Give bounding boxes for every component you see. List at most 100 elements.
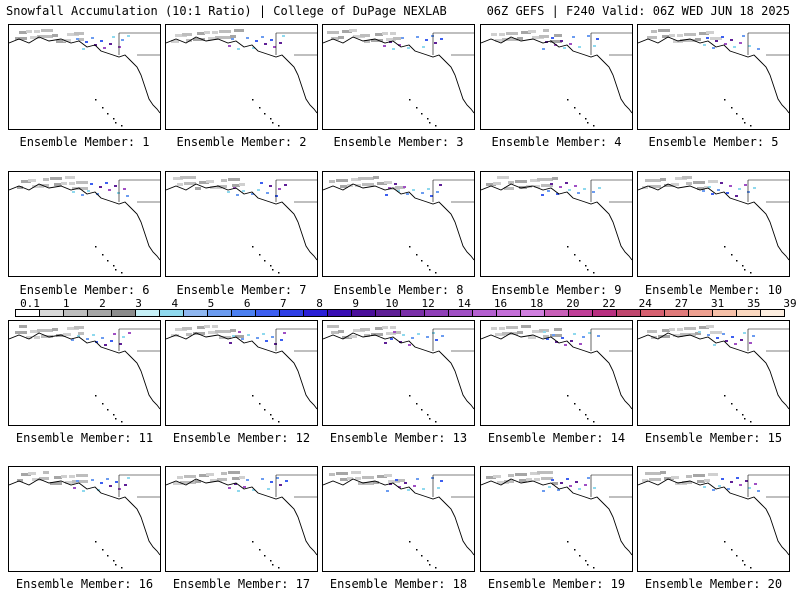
snowfall-map [323,471,474,569]
ensemble-member-map [165,24,318,130]
ensemble-member-map [480,466,633,572]
ensemble-member-caption: Ensemble Member: 8 [333,283,464,297]
snowfall-map [166,176,317,274]
colorbar-swatch [472,310,497,316]
colorbar-tick-label: 6 [243,297,251,310]
snowfall-map [9,471,160,569]
colorbar-swatch [760,310,784,316]
ensemble-member-map [322,171,475,277]
ensemble-member-map [8,320,161,426]
snowfall-map [638,325,789,423]
colorbar-swatch [112,310,137,316]
ensemble-member-caption: Ensemble Member: 9 [491,283,622,297]
colorbar-swatch [304,310,329,316]
colorbar-swatch [664,310,689,316]
ensemble-member-caption: Ensemble Member: 11 [15,431,154,445]
colorbar-swatch [160,310,185,316]
snowfall-map [166,471,317,569]
ensemble-member-map [480,24,633,130]
ensemble-member-caption: Ensemble Member: 20 [644,577,783,591]
colorbar-swatch [352,310,377,316]
colorbar-tick-label: 35 [747,297,761,310]
colorbar-tick-label: 39 [783,297,797,310]
ensemble-member-map [165,466,318,572]
snowfall-map [9,29,160,127]
ensemble-member-caption: Ensemble Member: 15 [644,431,783,445]
colorbar-tick-label: 4 [171,297,179,310]
colorbar-swatch [376,310,401,316]
colorbar-swatch [256,310,281,316]
colorbar-tick-label: 20 [566,297,580,310]
colorbar-tick-label: 3 [135,297,142,310]
colorbar-tick-label: 24 [638,297,652,310]
ensemble-member-map [8,466,161,572]
ensemble-member-caption: Ensemble Member: 7 [176,283,307,297]
snowfall-map [323,176,474,274]
colorbar-swatch [520,310,545,316]
ensemble-member-map [8,24,161,130]
colorbar-tick-label: 2 [99,297,106,310]
colorbar-tick-label: 1 [62,297,70,310]
colorbar-swatch [88,310,113,316]
ensemble-member-map [322,466,475,572]
colorbar-swatch [448,310,473,316]
colorbar-tick-label: 7 [280,297,287,310]
ensemble-member-map [322,320,475,426]
colorbar-tick-label: 22 [602,297,616,310]
colorbar-tick-label: 5 [207,297,215,310]
colorbar-swatch [400,310,425,316]
ensemble-member-caption: Ensemble Member: 3 [333,135,464,149]
colorbar-swatch [208,310,233,316]
colorbar-swatch [640,310,665,316]
ensemble-member-map [480,320,633,426]
colorbar-swatch [136,310,161,316]
snowfall-map [166,29,317,127]
ensemble-member-caption: Ensemble Member: 4 [491,135,622,149]
colorbar-tick-label: 18 [530,297,544,310]
ensemble-member-map [637,171,790,277]
colorbar-tick-label: 16 [493,297,508,310]
snowfall-map [481,29,632,127]
ensemble-member-caption: Ensemble Member: 16 [15,577,154,591]
snowfall-map [166,325,317,423]
ensemble-member-map [8,171,161,277]
snowfall-map [481,471,632,569]
colorbar-swatch [16,310,41,316]
snowfall-map [481,325,632,423]
colorbar-swatch [496,310,521,316]
colorbar-swatch [616,310,641,316]
snowfall-map [323,325,474,423]
colorbar-swatch [712,310,737,316]
ensemble-member-caption: Ensemble Member: 13 [329,431,468,445]
ensemble-member-map [165,171,318,277]
ensemble-member-caption: Ensemble Member: 1 [19,135,150,149]
colorbar-swatch [424,310,449,316]
ensemble-member-caption: Ensemble Member: 5 [648,135,779,149]
ensemble-member-map [637,320,790,426]
snowfall-map [9,176,160,274]
ensemble-member-caption: Ensemble Member: 19 [487,577,626,591]
ensemble-member-caption: Ensemble Member: 2 [176,135,307,149]
colorbar-swatch [568,310,593,316]
colorbar-swatch [232,310,257,316]
ensemble-member-caption: Ensemble Member: 6 [19,283,150,297]
colorbar-swatch [736,310,761,316]
ensemble-member-caption: Ensemble Member: 12 [172,431,311,445]
ensemble-member-map [637,24,790,130]
colorbar-tick-label: 8 [316,297,323,310]
snowfall-map [638,29,789,127]
colorbar-swatch [688,310,713,316]
snowfall-map [638,471,789,569]
model-run-info: 06Z GEFS | F240 Valid: 06Z WED JUN 18 20… [486,4,790,18]
colorbar-tick-label: 27 [674,297,689,310]
colorbar-tick-label: 9 [352,297,360,310]
colorbar-tick-label: 14 [457,297,471,310]
snowfall-map [9,325,160,423]
ensemble-member-map [637,466,790,572]
ensemble-member-caption: Ensemble Member: 18 [329,577,468,591]
snowfall-map [481,176,632,274]
colorbar-labels: 0.1 1 2 3 4 5 6 7 8 9 10 12 14 16 18 20 22 24 27 31 35 39 [10,297,797,310]
ensemble-member-caption: Ensemble Member: 14 [487,431,626,445]
snowfall-map [638,176,789,274]
ensemble-member-caption: Ensemble Member: 10 [644,283,783,297]
